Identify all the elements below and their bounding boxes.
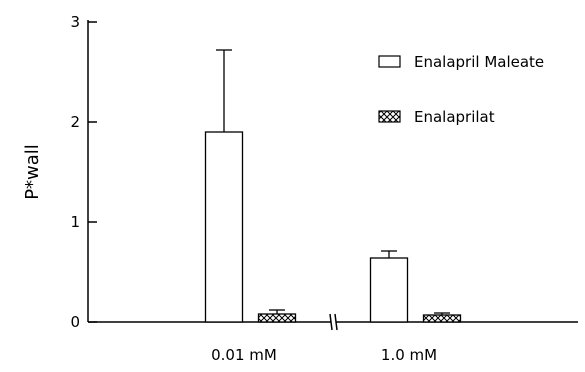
- axis-break-mark: [329, 313, 338, 331]
- legend-swatch-crosshatch: [378, 110, 401, 123]
- x-tick-label-0: 0.01 mM: [211, 346, 277, 364]
- x-tick-labels: 0.01 mM 1.0 mM: [211, 346, 437, 364]
- legend-label-enalapril-maleate: Enalapril Maleate: [414, 53, 544, 71]
- bars-group: [204, 131, 462, 323]
- y-tick-label-0: 0: [70, 313, 80, 331]
- bar-enalaprilat-1: [422, 314, 462, 323]
- y-axis: 0 1 2 3: [70, 13, 97, 331]
- bar-enalaprilat-0: [257, 313, 297, 323]
- legend-item-enalaprilat: Enalaprilat: [378, 108, 495, 126]
- bar-enalapril-maleate-0: [204, 131, 244, 323]
- error-bars-group: [216, 49, 450, 315]
- legend: Enalapril Maleate Enalaprilat: [378, 53, 544, 126]
- x-tick-label-1: 1.0 mM: [381, 346, 437, 364]
- x-axis: [88, 313, 578, 331]
- y-tick-label-2: 2: [70, 113, 80, 131]
- y-axis-label: P*wall: [22, 144, 43, 200]
- legend-label-enalaprilat: Enalaprilat: [414, 108, 495, 126]
- legend-swatch-open: [378, 55, 401, 68]
- legend-item-enalapril-maleate: Enalapril Maleate: [378, 53, 544, 71]
- y-tick-label-1: 1: [70, 213, 80, 231]
- y-tick-label-3: 3: [70, 13, 80, 31]
- bar-enalapril-maleate-1: [369, 257, 409, 323]
